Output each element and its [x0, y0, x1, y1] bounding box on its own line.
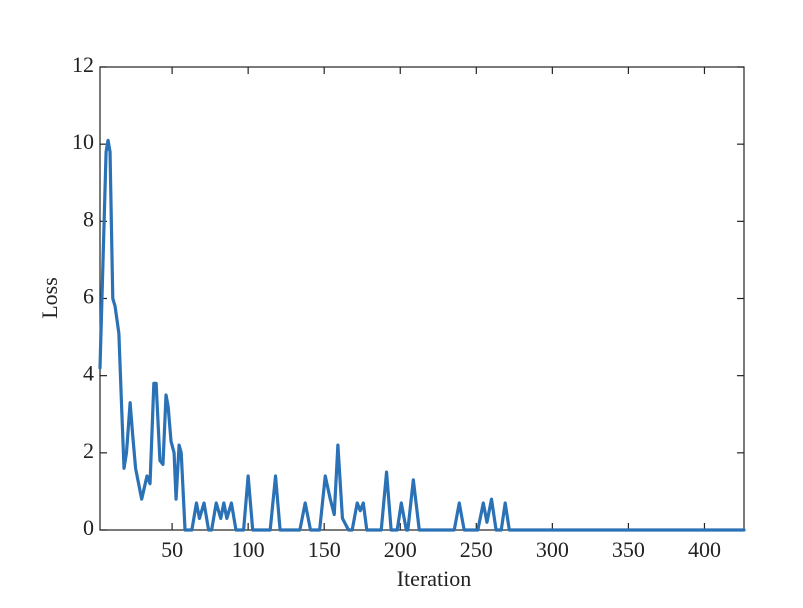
- y-tick-label: 4: [83, 361, 94, 386]
- x-tick-label: 300: [536, 537, 569, 562]
- line-series: [98, 138, 746, 532]
- x-tick-label: 50: [161, 537, 183, 562]
- x-tick-label: 150: [308, 537, 341, 562]
- x-tick-label: 100: [232, 537, 265, 562]
- x-axis-label: Iteration: [397, 566, 472, 591]
- y-tick-label: 0: [83, 515, 94, 540]
- y-tick-label: 8: [83, 206, 94, 231]
- x-tick-label: 350: [612, 537, 645, 562]
- x-tick-label: 200: [384, 537, 417, 562]
- y-tick-label: 10: [72, 129, 94, 154]
- y-tick-label: 6: [83, 284, 94, 309]
- plot-frame: [99, 66, 745, 531]
- x-tick-label: 400: [688, 537, 721, 562]
- x-tick-label: 250: [460, 537, 493, 562]
- y-tick-label: 12: [72, 52, 94, 77]
- y-axis-label: Loss: [37, 277, 62, 319]
- y-tick-label: 2: [83, 438, 94, 463]
